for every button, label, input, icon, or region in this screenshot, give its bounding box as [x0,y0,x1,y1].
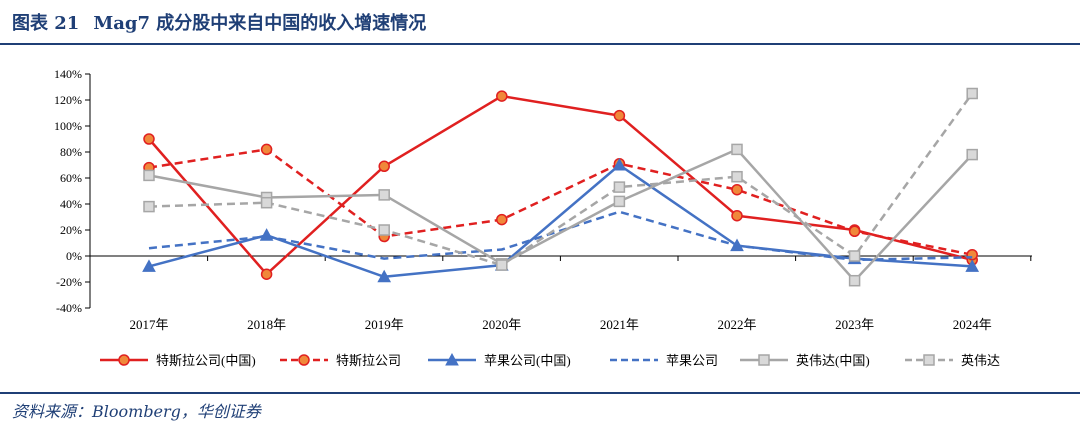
y-tick-label: -20% [56,275,82,289]
data-point [496,259,508,271]
y-tick-label: 120% [54,93,82,107]
data-point [143,133,155,145]
data-point [378,224,390,236]
figure-header: 图表 21 Mag7 成分股中来自中国的收入增速情况 [12,6,426,38]
legend-swatch-marker [118,354,130,366]
data-point [496,213,508,226]
legend-label: 特斯拉公司(中国) [156,353,256,368]
legend-label: 英伟达(中国) [796,353,870,368]
data-point [260,268,273,280]
y-tick-label: 60% [60,171,82,185]
data-point [613,109,626,122]
legend-label: 苹果公司(中国) [484,353,571,368]
source-note: 资料来源：Bloomberg，华创证券 [12,402,261,421]
x-tick-label: 2024年 [953,317,992,332]
data-point [731,143,743,156]
series-line-3 [148,210,973,262]
x-tick-label: 2022年 [717,317,756,332]
series-line-0 [148,94,973,276]
legend-label: 特斯拉公司 [336,353,401,368]
y-tick-label: 140% [54,67,82,81]
legend-swatch-marker [758,354,770,366]
data-point [260,196,273,209]
x-tick-label: 2018年 [247,317,286,332]
x-tick-label: 2020年 [482,317,521,332]
series-line-5 [148,92,974,267]
x-tick-label: 2023年 [835,317,874,332]
data-point [260,143,273,156]
x-tick-label: 2017年 [129,317,168,332]
data-point [613,181,626,193]
y-tick-label: 100% [54,119,82,133]
legend-label: 苹果公司 [666,353,718,368]
x-tick-label: 2019年 [365,317,404,332]
data-point [848,250,861,262]
legend-label: 英伟达 [961,353,1000,368]
figure-title: Mag7 成分股中来自中国的收入增速情况 [93,13,427,34]
x-tick-label: 2021年 [600,317,639,332]
data-point [378,189,390,201]
line-chart: -40% -20% 0% 20% 40% 60% 80% 100% 120% 140% 2017年 2… [54,67,1032,368]
data-point [966,87,978,100]
data-point [731,170,743,183]
data-point [377,269,392,283]
data-point [613,195,626,208]
data-point [966,148,978,161]
y-tick-label: -40% [56,301,82,315]
y-tick-label: 40% [60,197,82,211]
data-point [378,160,390,173]
y-tick-label: 80% [60,145,82,159]
data-point [612,157,627,171]
series-line-2 [148,163,973,279]
data-point [496,90,508,102]
footer-divider [0,392,1080,394]
data-point [142,259,156,272]
data-point [965,259,980,272]
data-point [731,183,743,196]
data-point [143,169,155,182]
data-point [731,209,743,222]
series-line-1 [148,148,973,256]
data-point [848,274,861,287]
y-tick-label: 20% [60,223,82,237]
legend-swatch-marker [923,354,935,366]
legend-swatch-marker [445,352,459,366]
legend-swatch-marker [298,354,310,366]
header-divider [0,43,1080,45]
data-point [848,225,861,238]
figure-label: 图表 21 [12,13,80,34]
y-tick-label: 0% [66,249,82,263]
series-line-4 [148,148,974,282]
data-point [143,200,155,213]
